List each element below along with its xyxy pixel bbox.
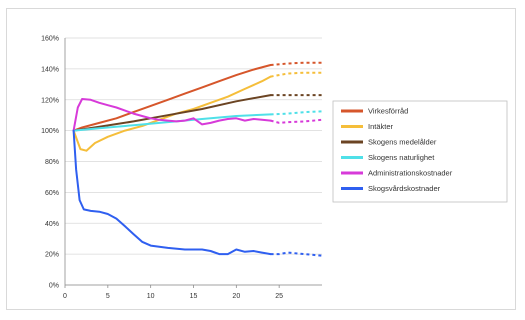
axes: [64, 38, 322, 288]
series-line-1-projection: [270, 61, 322, 66]
y-tick-label: 160%: [41, 36, 59, 43]
x-tick-label: 20: [232, 293, 240, 300]
legend-label: Skogsvårdskostnader: [368, 184, 441, 193]
series-line-3: [72, 94, 272, 132]
series-line-4-projection: [270, 110, 323, 116]
series-line-4: [72, 113, 272, 132]
series-line-2-projection: [270, 71, 322, 78]
chart-frame: 0% 20% 40% 60% 80% 100% 120% 140% 160% 0 5 10 15 20 25…: [6, 8, 516, 310]
x-tick-label: 5: [106, 293, 110, 300]
series-line-6-projection: [270, 251, 323, 257]
series-lines: [72, 61, 323, 257]
y-tick-label: 20%: [45, 252, 59, 259]
x-tick-label: 15: [190, 293, 198, 300]
series-line-6: [72, 129, 272, 256]
y-tick-label: 100%: [41, 128, 59, 135]
legend-label: Virkesförråd: [368, 107, 408, 116]
y-tick-label: 140%: [41, 66, 59, 73]
gridlines: [65, 37, 322, 286]
x-tick-label: 25: [275, 293, 283, 300]
tick-labels: 0% 20% 40% 60% 80% 100% 120% 140% 160% 0 5 10 15 20 25: [41, 36, 283, 301]
line-chart: 0% 20% 40% 60% 80% 100% 120% 140% 160% 0 5 10 15 20 25…: [41, 36, 508, 301]
y-tick-label: 40%: [45, 221, 59, 228]
legend-label: Administrationskostnader: [368, 169, 453, 178]
x-tick-label: 0: [63, 293, 67, 300]
y-tick-label: 80%: [45, 159, 59, 166]
y-tick-label: 0%: [49, 283, 59, 290]
legend-label: Skogens medelålder: [368, 138, 437, 147]
series-line-5-projection: [270, 118, 323, 124]
legend: Virkesförråd Intäkter Skogens medelålder Sk…: [332, 100, 508, 203]
legend-label: Intäkter: [368, 122, 394, 131]
legend-label: Skogens naturlighet: [368, 153, 435, 162]
series-line-1: [72, 64, 272, 132]
x-tick-label: 10: [147, 293, 155, 300]
legend-box: [332, 100, 508, 203]
series-line-5: [72, 98, 272, 132]
y-tick-label: 120%: [41, 97, 59, 104]
y-tick-label: 60%: [45, 190, 59, 197]
